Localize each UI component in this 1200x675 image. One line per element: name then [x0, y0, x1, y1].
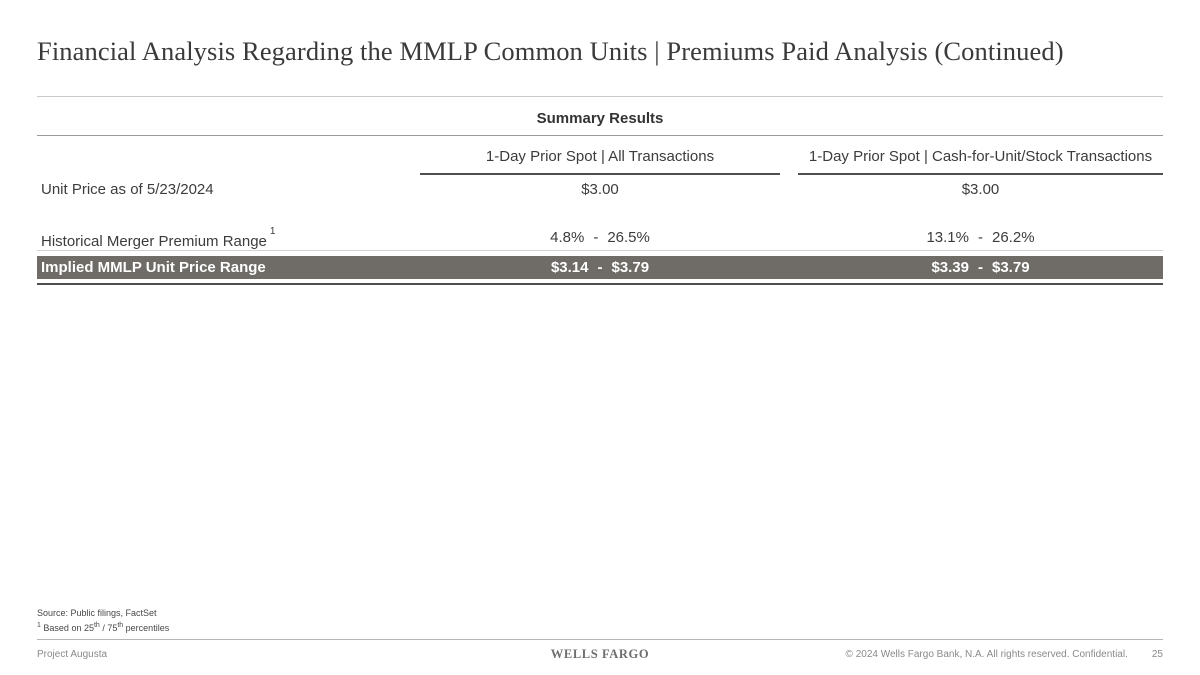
footer-right: © 2024 Wells Fargo Bank, N.A. All rights…	[846, 649, 1163, 660]
column-header-all-transactions: 1-Day Prior Spot | All Transactions	[420, 148, 780, 175]
footnote-reference: 1	[269, 226, 276, 237]
title-divider	[37, 96, 1163, 97]
column-header-cash-stock-transactions: 1-Day Prior Spot | Cash-for-Unit/Stock T…	[798, 148, 1163, 175]
premium-range-all-transactions: 4.8% -26.5%	[550, 229, 650, 246]
pre-highlight-divider	[37, 250, 1163, 251]
implied-price-all-transactions: $3.14- $3.79	[550, 259, 650, 276]
table-section-title: Summary Results	[536, 110, 664, 127]
table-row-implied-price-highlighted: Implied MMLP Unit Price Range $3.14- $3.7…	[37, 256, 1163, 279]
unit-price-cash-stock: $3.00	[961, 181, 1000, 198]
wells-fargo-logo: WELLS FARGO	[550, 647, 650, 661]
page-number: 25	[1151, 649, 1163, 660]
unit-price-all-transactions: $3.00	[581, 181, 619, 198]
column-gap	[780, 229, 798, 251]
source-notes: Source: Public filings, FactSet 1 Based …	[37, 608, 169, 634]
premium-range-cash-stock: 13.1% -26.2%	[926, 229, 1035, 246]
source-line: Source: Public filings, FactSet	[37, 608, 157, 618]
table-bottom-rule	[37, 283, 1163, 285]
page-title: Financial Analysis Regarding the MMLP Co…	[37, 36, 1064, 66]
footnote-number: 1	[37, 621, 41, 629]
summary-divider	[37, 135, 1163, 136]
table-row-premium-range: Historical Merger Premium Range1 4.8% -26…	[37, 226, 1163, 251]
row-label: Unit Price as of 5/23/2024	[41, 181, 214, 198]
row-label: Implied MMLP Unit Price Range	[41, 259, 266, 276]
table-header-row: 1-Day Prior Spot | All Transactions 1-Da…	[37, 148, 1163, 175]
footer-divider	[37, 639, 1163, 640]
copyright-text: © 2024 Wells Fargo Bank, N.A. All rights…	[845, 649, 1128, 660]
implied-price-cash-stock: $3.39- $3.79	[931, 259, 1030, 276]
column-gap	[780, 181, 798, 199]
column-gap	[780, 256, 798, 279]
table-row-unit-price: Unit Price as of 5/23/2024 $3.00 $3.00	[37, 181, 1163, 199]
footnote-line: 1 Based on 25th / 75th percentiles	[37, 621, 170, 633]
column-gap	[780, 148, 798, 175]
project-name: Project Augusta	[37, 649, 108, 660]
row-label: Historical Merger Premium Range1	[41, 226, 276, 250]
row-label-header-spacer	[37, 148, 420, 175]
